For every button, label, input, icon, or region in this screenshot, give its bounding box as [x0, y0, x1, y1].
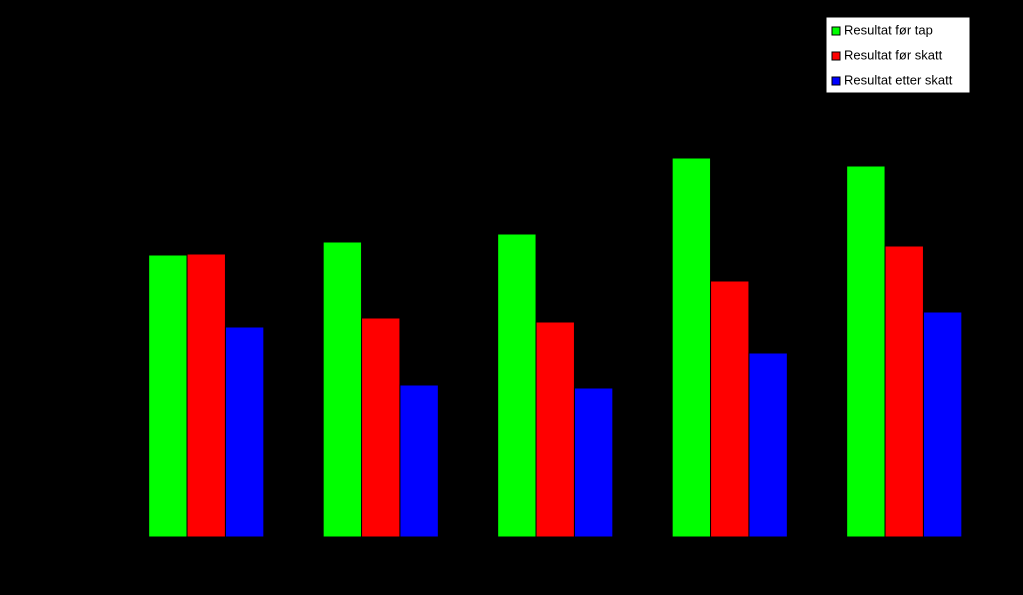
legend-swatch [831, 51, 841, 61]
bar [322, 241, 363, 538]
legend-swatch [831, 76, 841, 86]
bar [361, 317, 401, 538]
bar [884, 245, 924, 538]
legend-label: Resultat etter skatt [844, 72, 953, 87]
bar [748, 352, 788, 538]
bar [573, 387, 614, 538]
bar [922, 311, 963, 538]
bar [186, 253, 226, 538]
bar [846, 165, 886, 538]
bar [148, 254, 188, 538]
legend-label: Resultat før tap [844, 22, 933, 37]
legend-box [825, 16, 971, 94]
bar [497, 233, 537, 538]
legend-label: Resultat før skatt [844, 47, 943, 62]
bar [710, 280, 750, 538]
bar [671, 157, 712, 538]
bar [535, 321, 575, 538]
legend-swatch [831, 26, 841, 36]
bar [224, 326, 265, 538]
bar [399, 384, 439, 538]
